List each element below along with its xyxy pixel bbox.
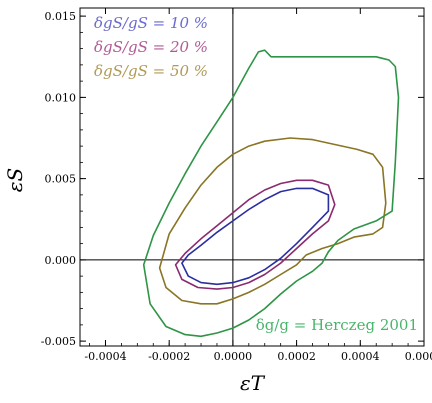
contour-line-1: [181, 187, 330, 286]
y-tick-label: 0.005: [45, 173, 77, 186]
legend-label: δgS/gS = 10 %: [94, 14, 208, 32]
x-axis-label: εT: [240, 371, 266, 395]
plot-frame: [79, 7, 425, 347]
herczeg-annotation: δg/g = Herczeg 2001: [256, 316, 418, 334]
x-tick-label: 0.0000: [214, 350, 253, 363]
x-tick-label: 0.0006: [405, 350, 432, 363]
legend-label: δgS/gS = 50 %: [94, 62, 208, 80]
y-tick-label: -0.005: [41, 335, 76, 348]
x-tick-label: 0.0004: [341, 350, 380, 363]
y-axis-label: εS: [3, 168, 27, 192]
legend-label: δgS/gS = 20 %: [94, 38, 208, 56]
contour-line-3: [158, 137, 387, 305]
x-tick-label: -0.0004: [84, 350, 126, 363]
contour-line-2: [174, 179, 336, 290]
y-tick-label: 0.015: [45, 10, 77, 23]
x-tick-label: -0.0002: [148, 350, 190, 363]
y-tick-label: 0.010: [45, 91, 77, 104]
y-tick-label: 0.000: [45, 254, 77, 267]
x-tick-label: 0.0002: [277, 350, 316, 363]
contour-line-4: [142, 49, 400, 338]
